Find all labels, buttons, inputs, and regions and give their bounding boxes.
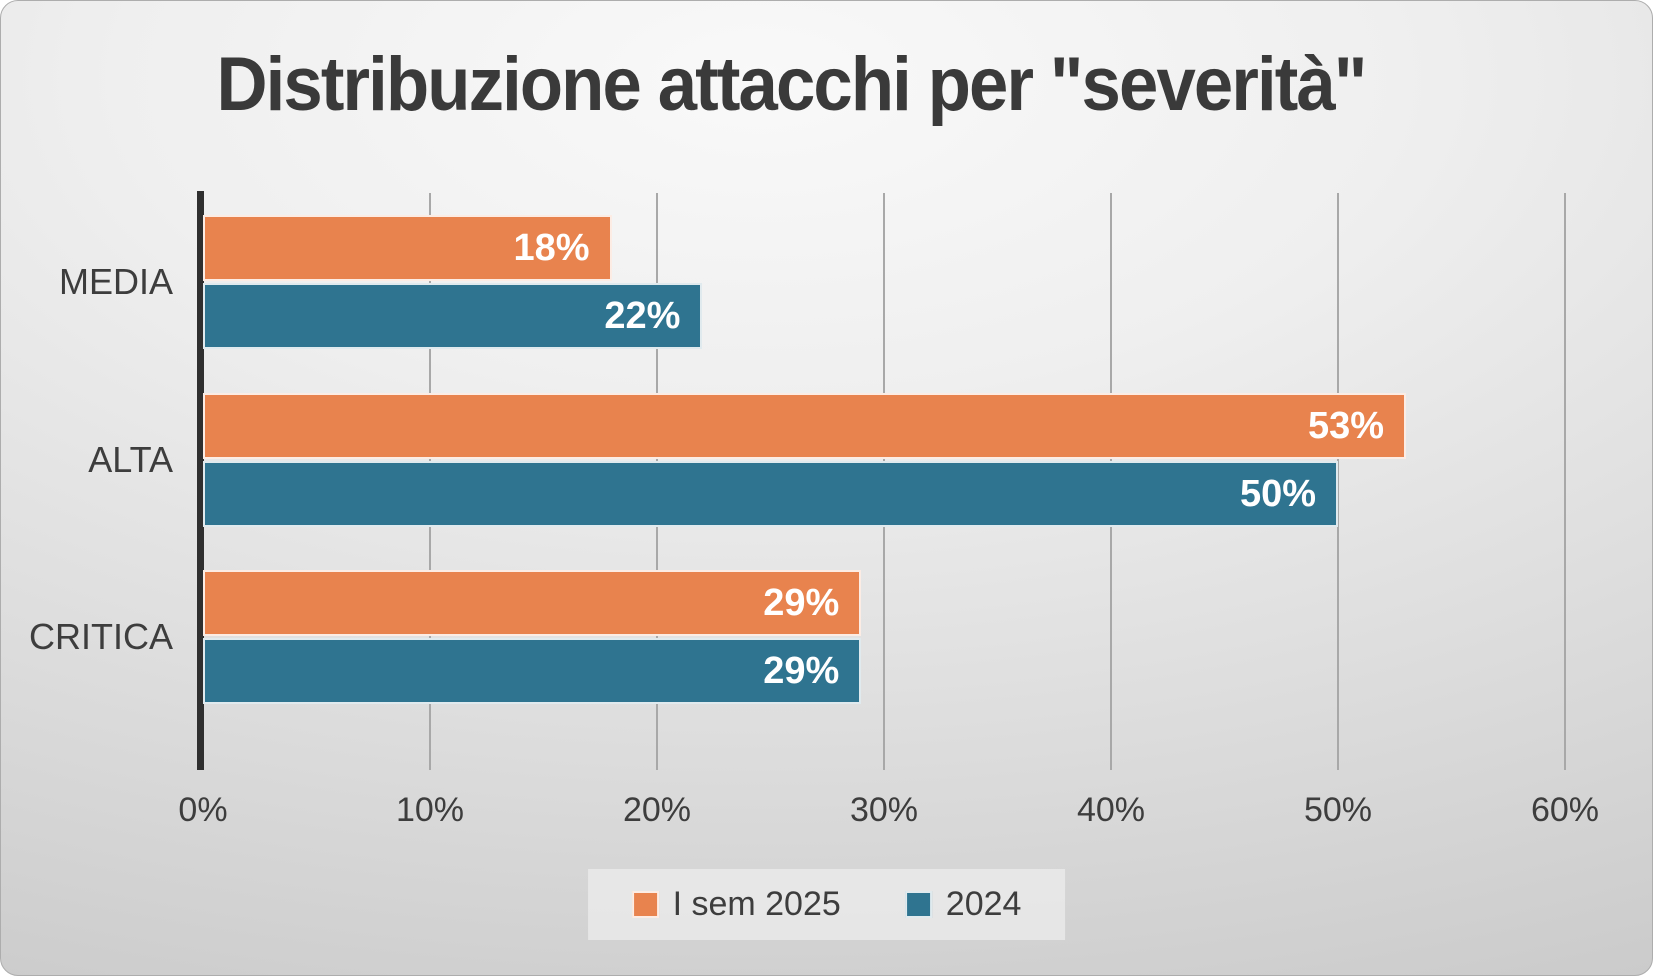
x-tick-label-20%: 20% xyxy=(622,791,692,829)
bar-critica-i-sem-2025: 29% xyxy=(203,570,862,636)
x-tick-label-60%: 60% xyxy=(1530,791,1600,829)
gridline-60% xyxy=(1564,193,1566,770)
bar-value-label: 29% xyxy=(763,581,840,624)
x-tick-label-30%: 30% xyxy=(849,791,919,829)
bar-critica-2024: 29% xyxy=(203,638,862,704)
x-tick-label-0%: 0% xyxy=(178,791,228,829)
bar-value-label: 22% xyxy=(604,294,681,337)
bar-media-2024: 22% xyxy=(203,283,703,349)
bar-media-i-sem-2025: 18% xyxy=(203,215,612,281)
legend-swatch-icon xyxy=(631,891,659,918)
bar-value-label: 29% xyxy=(763,649,840,692)
category-label-media: MEDIA xyxy=(58,261,173,302)
gridline-50% xyxy=(1337,193,1339,770)
legend-item-2024: 2024 xyxy=(904,885,1022,924)
y-axis-line xyxy=(197,191,204,770)
legend-label: I sem 2025 xyxy=(672,885,841,923)
legend-swatch-icon xyxy=(904,891,932,918)
x-tick-label-50%: 50% xyxy=(1303,791,1373,829)
x-tick-label-10%: 10% xyxy=(395,791,465,829)
bar-value-label: 53% xyxy=(1308,404,1385,447)
category-label-critica: CRITICA xyxy=(29,616,173,657)
legend-label: 2024 xyxy=(945,885,1022,923)
bar-alta-2024: 50% xyxy=(203,461,1338,527)
chart-title: Distribuzione attacchi per "severità" xyxy=(216,42,1367,127)
bar-value-label: 18% xyxy=(513,226,590,269)
legend-item-i-sem-2025: I sem 2025 xyxy=(631,885,841,924)
bar-value-label: 50% xyxy=(1239,472,1316,515)
legend: I sem 2025 2024 xyxy=(587,869,1066,940)
bar-alta-i-sem-2025: 53% xyxy=(203,393,1407,459)
plot-area: 18% 22% 53% 50% 29% 29% MEDIA ALTA CRITICA 0% 10… xyxy=(29,191,1599,829)
category-label-alta: ALTA xyxy=(88,439,173,480)
x-tick-label-40%: 40% xyxy=(1076,791,1146,829)
